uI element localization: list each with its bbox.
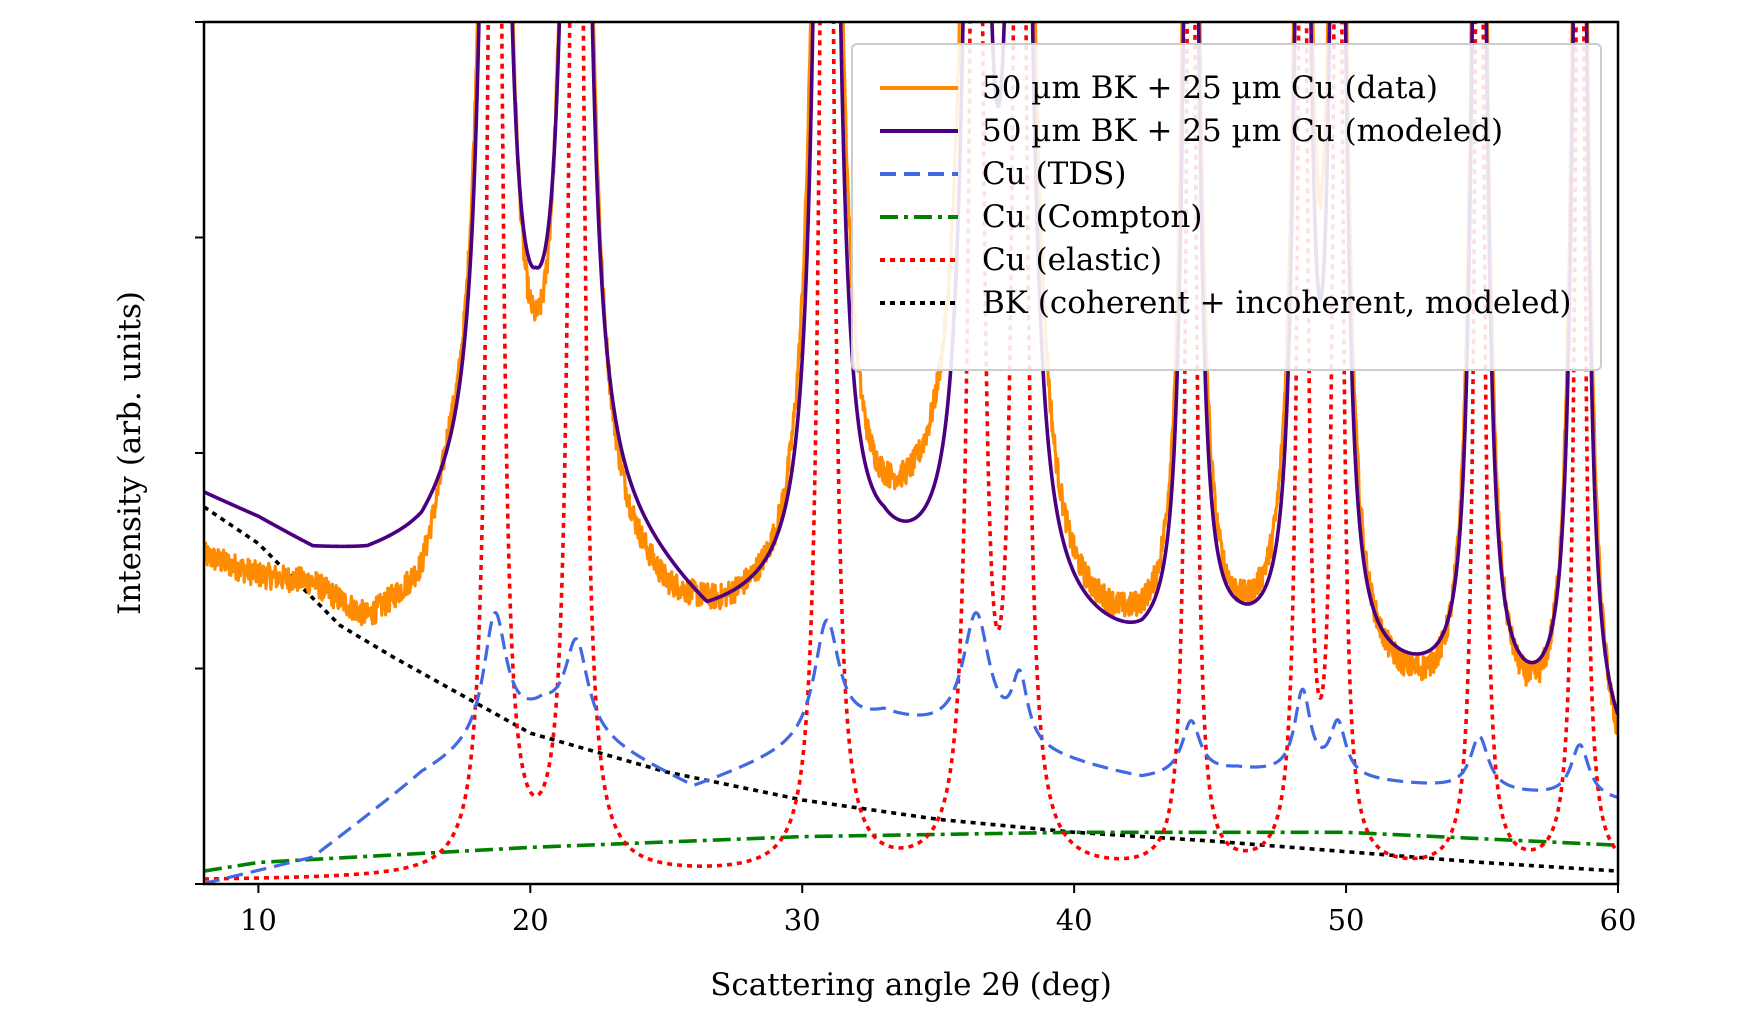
x-tick-label: 10 xyxy=(240,903,277,937)
y-axis-ticks xyxy=(195,21,204,885)
x-axis-label: Scattering angle 2θ (deg) xyxy=(710,967,1112,1003)
legend-label-bk: BK (coherent + incoherent, modeled) xyxy=(982,285,1571,321)
x-tick-label: 40 xyxy=(1056,903,1093,937)
series-line-bk xyxy=(204,505,1618,873)
series-line-data xyxy=(204,22,1618,735)
series-line-tds xyxy=(204,611,1618,884)
x-tick-label: 60 xyxy=(1600,903,1637,937)
y-axis-label: Intensity (arb. units) xyxy=(112,291,148,615)
series-line-elastic xyxy=(204,22,1618,881)
plot-series xyxy=(204,22,1618,884)
legend-label-compton: Cu (Compton) xyxy=(982,199,1202,235)
legend-label-elastic: Cu (elastic) xyxy=(982,242,1162,278)
x-axis-ticks: 10 20 30 40 50 60 xyxy=(240,884,1637,937)
legend-label-modeled: 50 µm BK + 25 µm Cu (modeled) xyxy=(982,113,1503,149)
legend-label-tds: Cu (TDS) xyxy=(982,156,1127,192)
legend: 50 µm BK + 25 µm Cu (data) 50 µm BK + 25 … xyxy=(851,43,1602,371)
legend-label-data: 50 µm BK + 25 µm Cu (data) xyxy=(982,70,1438,106)
series-line-modeled xyxy=(204,22,1618,716)
plot-frame xyxy=(202,20,1620,886)
x-tick-label: 20 xyxy=(512,903,549,937)
x-tick-label: 50 xyxy=(1328,903,1365,937)
x-tick-label: 30 xyxy=(784,903,821,937)
legend-box xyxy=(851,43,1602,371)
